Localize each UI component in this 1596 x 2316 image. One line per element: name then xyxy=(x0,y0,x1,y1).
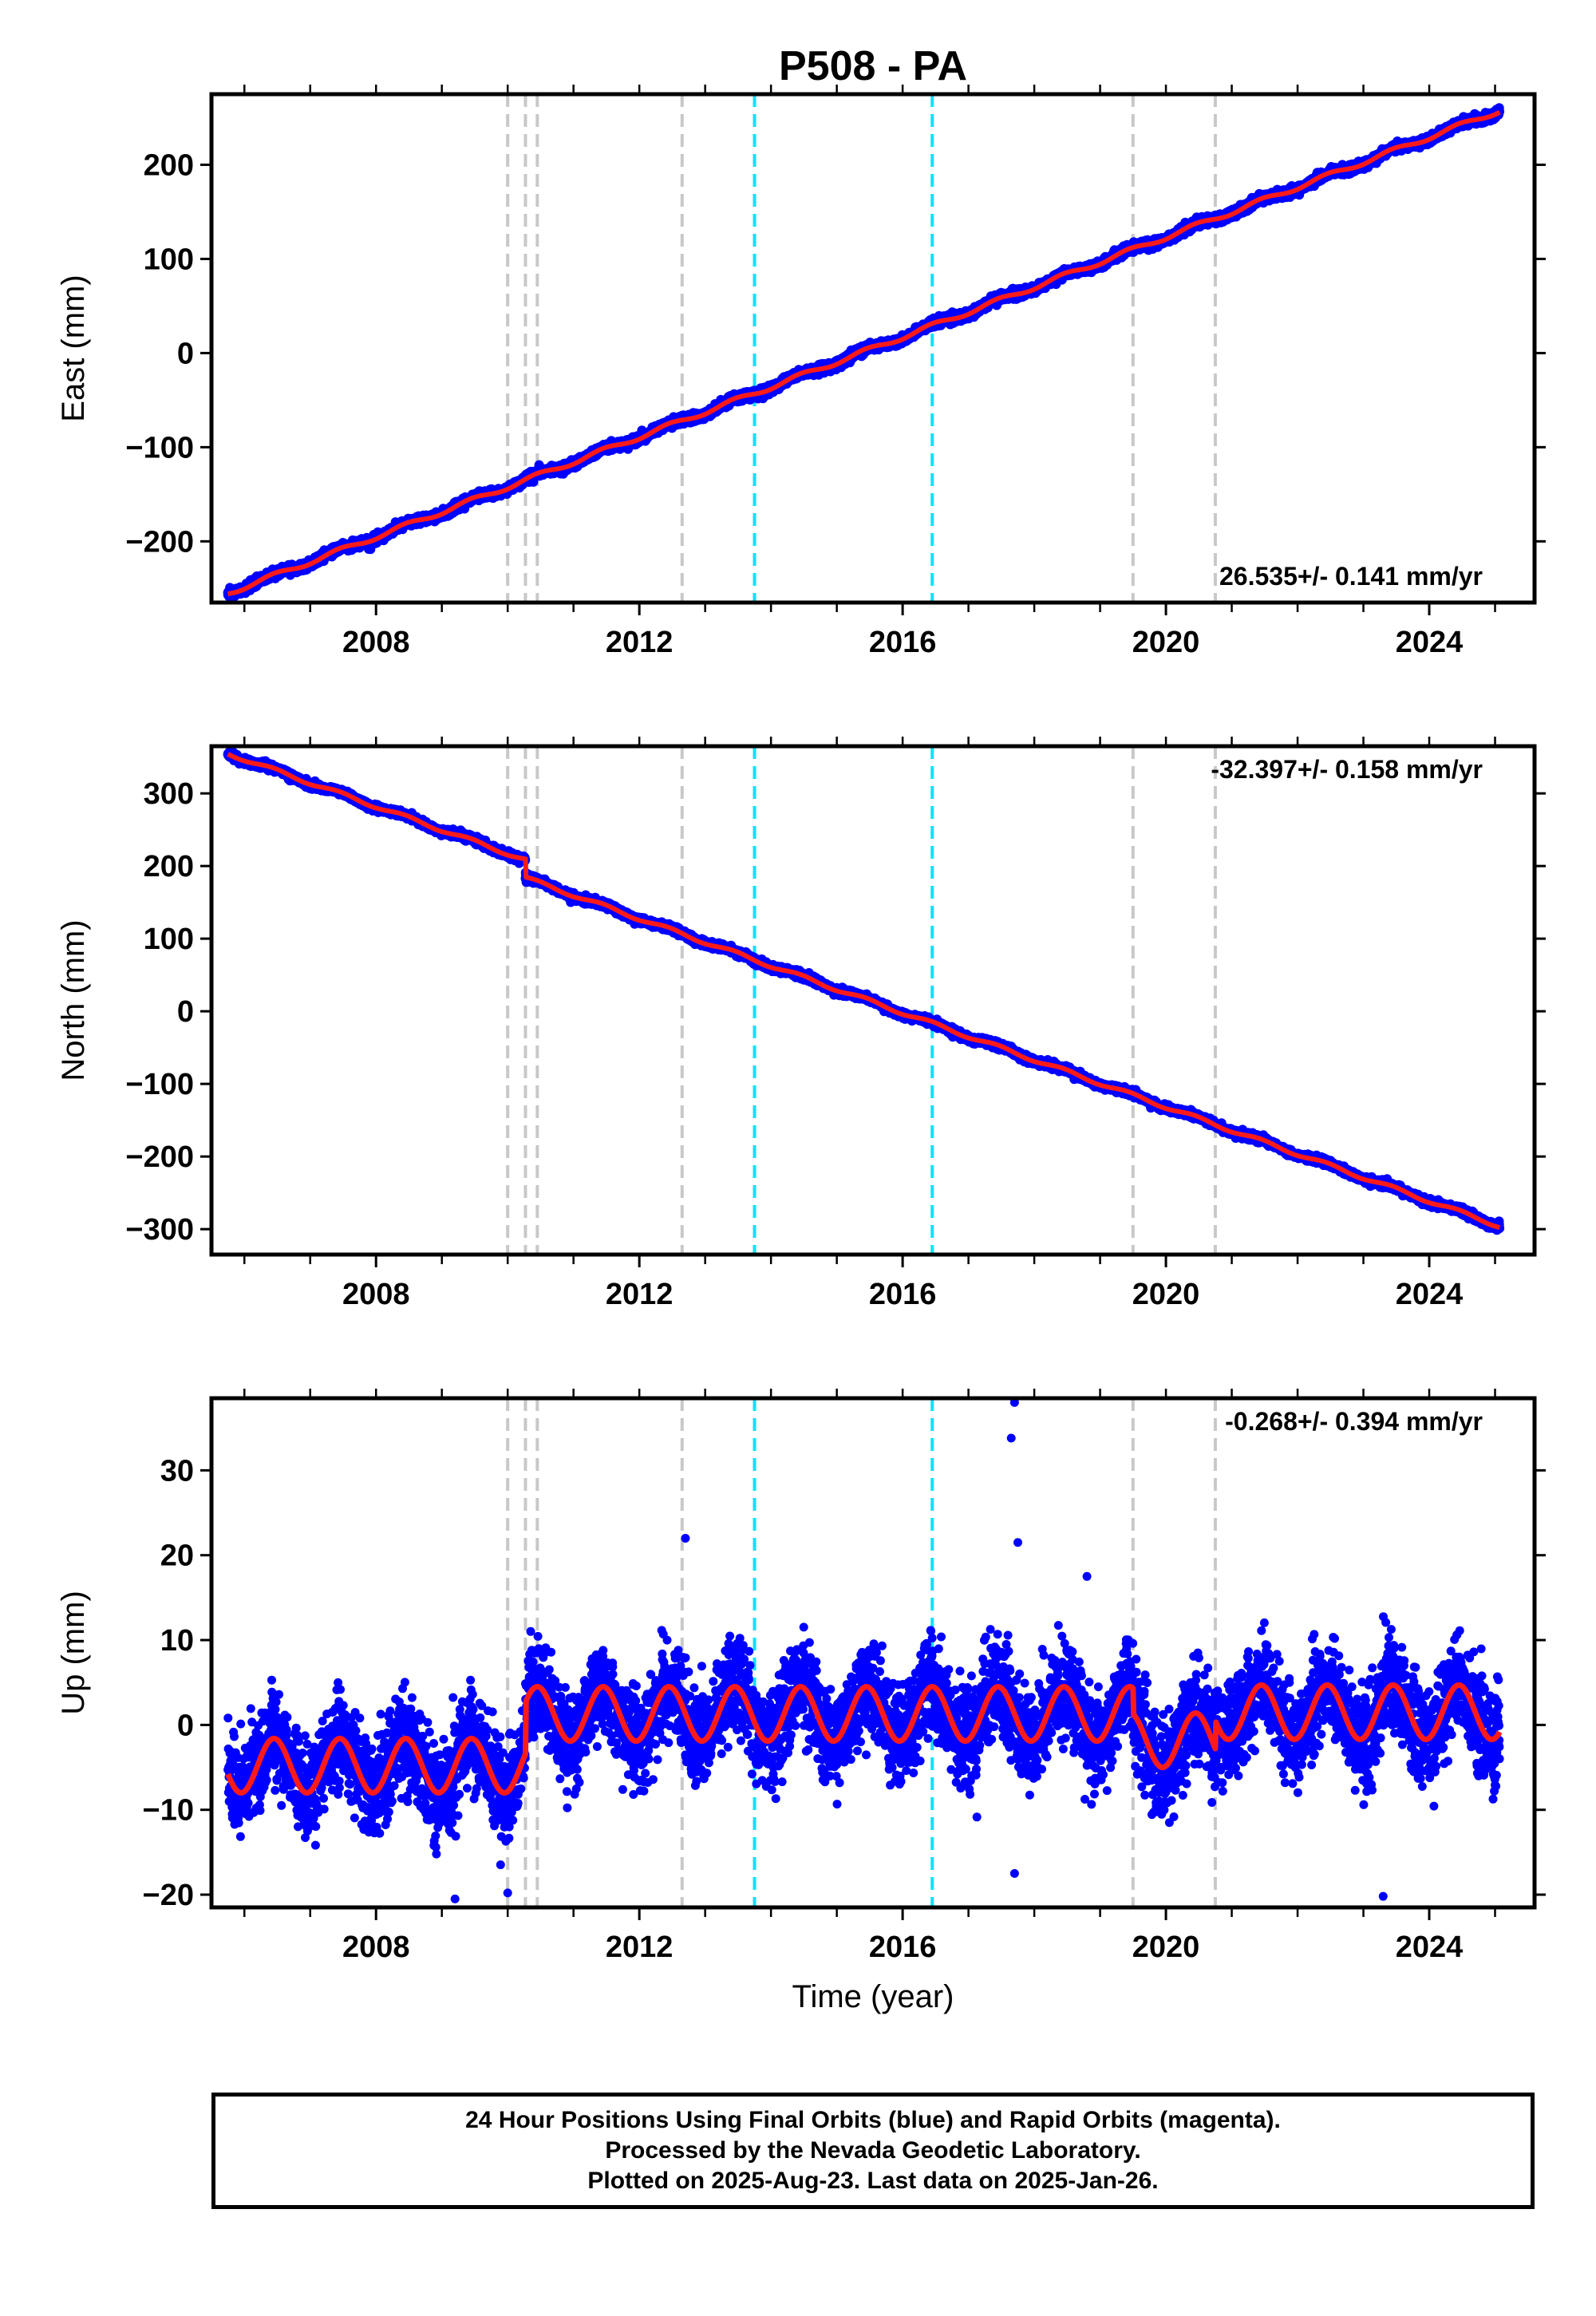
x-axis-label: Time (year) xyxy=(792,1979,954,2014)
chart-title: P508 - PA xyxy=(779,43,967,89)
plot-area-east xyxy=(223,94,1505,603)
final-orbits-points-east xyxy=(223,103,1505,603)
